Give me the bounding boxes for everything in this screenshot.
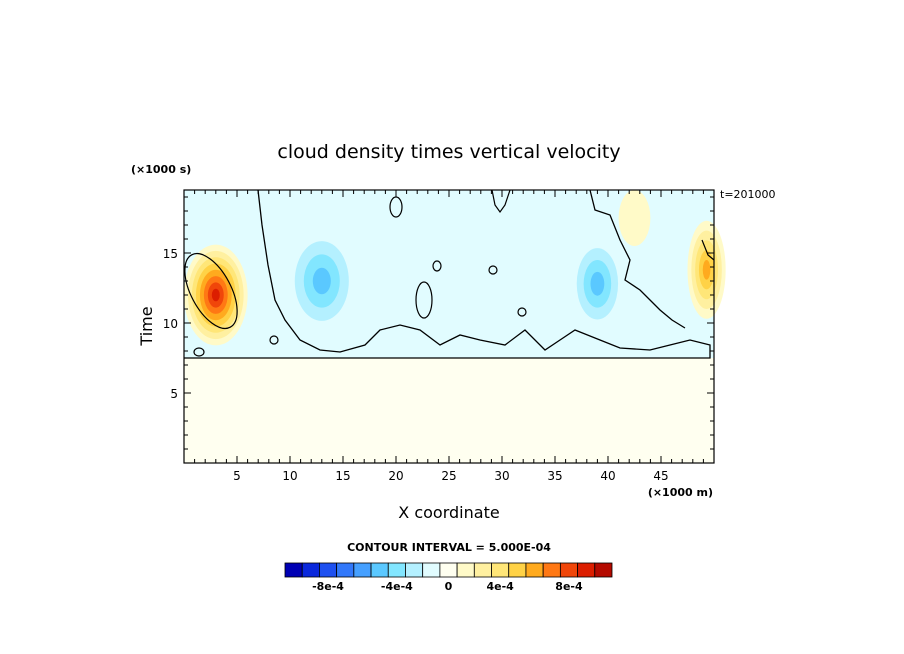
- x-tick-label: 30: [494, 469, 509, 483]
- colorbar-swatch: [387, 562, 406, 578]
- field-feature-5-level-0: [618, 190, 651, 246]
- colorbar-label: 4e-4: [486, 580, 514, 593]
- small-contour: [269, 335, 279, 345]
- contour-interval-label: CONTOUR INTERVAL = 5.000E-04: [347, 541, 551, 554]
- small-contour: [193, 347, 205, 357]
- colorbar-swatch: [473, 562, 492, 578]
- colorbar-swatch: [284, 562, 303, 578]
- colorbar-swatch: [439, 562, 458, 578]
- colorbar-swatch: [353, 562, 372, 578]
- x-axis-ticks: 5 10 15 20 25 30 35 40 45: [194, 190, 704, 483]
- x-axis-label: X coordinate: [398, 503, 499, 522]
- small-contour: [517, 307, 527, 317]
- field-feature-0-level-7: [211, 288, 220, 302]
- x-tick-label: 25: [441, 469, 456, 483]
- colorbar-label: 0: [445, 580, 453, 593]
- colorbar-swatch: [336, 562, 355, 578]
- field-layer: [184, 190, 726, 346]
- colorbar-swatch: [319, 562, 338, 578]
- positive-contour-right: [701, 239, 715, 261]
- closed-contour: [415, 281, 433, 319]
- y-tick-label: 10: [163, 317, 178, 331]
- positive-contour: [184, 253, 238, 329]
- small-contour: [488, 265, 498, 275]
- small-contour: [491, 189, 511, 214]
- x-tick-label: 10: [282, 469, 297, 483]
- x-tick-label: 40: [600, 469, 615, 483]
- y-unit-label: (×1000 s): [131, 163, 191, 176]
- time-stamp: t=201000: [720, 188, 776, 201]
- x-tick-label: 45: [653, 469, 668, 483]
- colorbar-swatch: [456, 562, 475, 578]
- colorbar-swatch: [491, 562, 510, 578]
- zero-contour-right: [589, 189, 686, 329]
- x-tick-label: 5: [233, 469, 241, 483]
- colorbar-swatch: [594, 562, 613, 578]
- colorbar-label: -8e-4: [312, 580, 344, 593]
- colorbar-swatch: [577, 562, 596, 578]
- colorbar-swatch: [559, 562, 578, 578]
- colorbar-swatch: [508, 562, 527, 578]
- y-tick-label: 15: [163, 247, 178, 261]
- x-tick-label: 20: [388, 469, 403, 483]
- colorbar-label: -4e-4: [381, 580, 413, 593]
- x-unit-label: (×1000 m): [648, 486, 713, 499]
- field-feature-2-level-0: [390, 267, 529, 329]
- y-tick-label: 5: [170, 387, 178, 401]
- x-tick-label: 15: [335, 469, 350, 483]
- colorbar-label: 8e-4: [555, 580, 583, 593]
- x-tick-label: 35: [547, 469, 562, 483]
- field-feature-4-level-4: [702, 260, 711, 280]
- zero-contour: [184, 189, 711, 359]
- chart-title: cloud density times vertical velocity: [277, 141, 620, 163]
- colorbar-swatch: [301, 562, 320, 578]
- field-feature-3-level-3: [590, 271, 605, 296]
- field-feature-1-level-3: [312, 267, 331, 295]
- colorbar-swatch: [542, 562, 561, 578]
- y-axis-label: Time: [137, 306, 156, 346]
- colorbar-swatch: [405, 562, 424, 578]
- contour-layer: [184, 189, 715, 359]
- colorbar-swatch: [525, 562, 544, 578]
- y-axis-ticks: 5 10 15: [163, 196, 714, 450]
- colorbar-swatch: [370, 562, 389, 578]
- small-contour: [432, 260, 442, 272]
- colorbar: -8e-4 -4e-4 0 4e-4 8e-4: [284, 562, 613, 593]
- plot-area: 5 10 15 20 25 30 35 40 45 5 10 15: [163, 189, 726, 483]
- colorbar-swatch: [422, 562, 441, 578]
